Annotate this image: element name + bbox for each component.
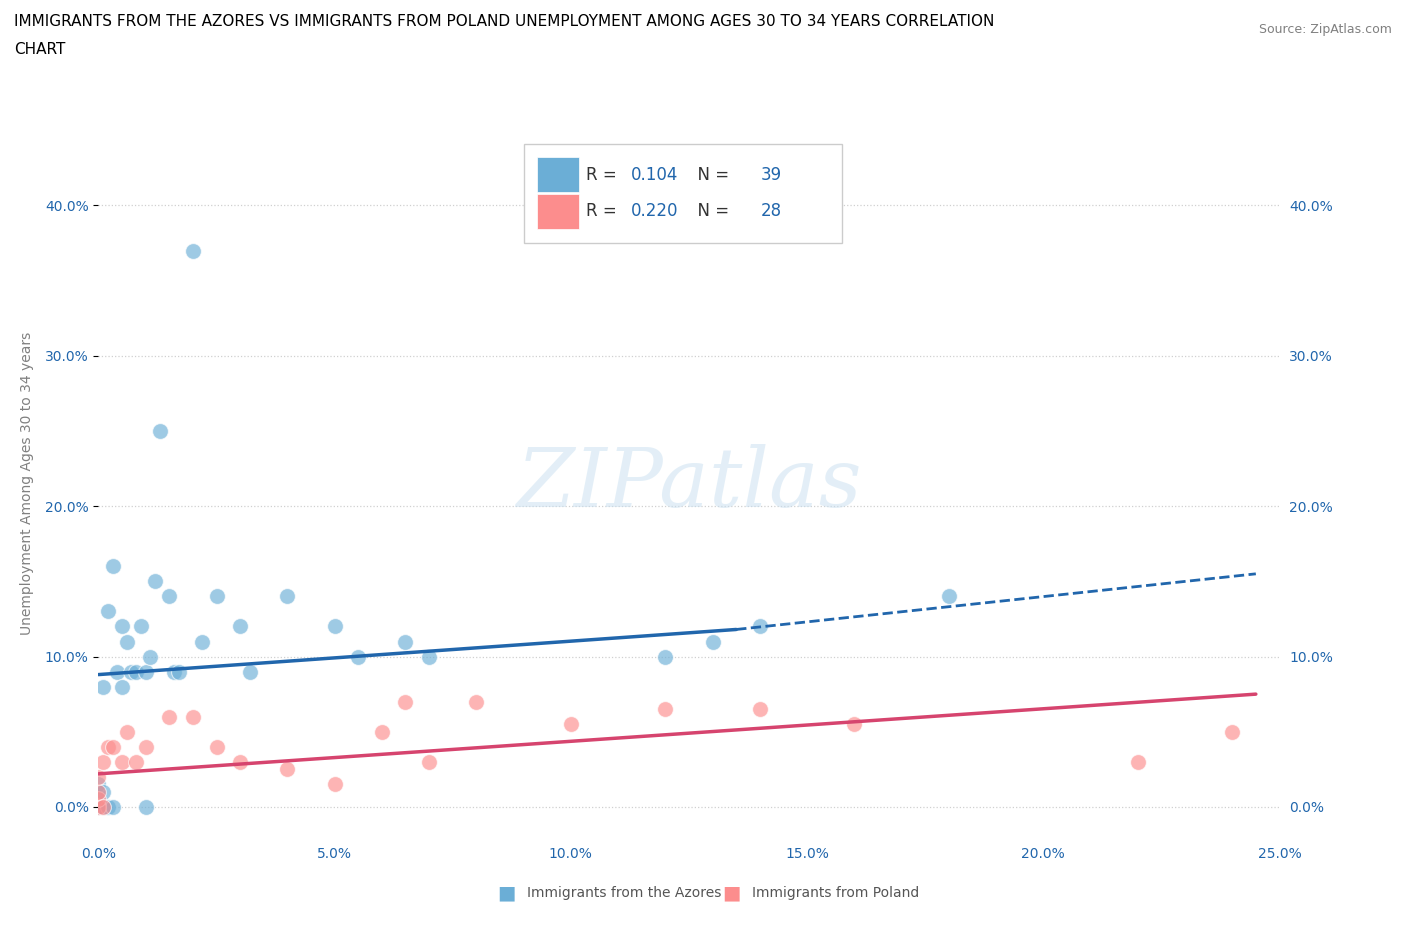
Point	[101, 559, 124, 574]
Point	[465, 694, 488, 709]
Point	[748, 619, 770, 634]
Point	[115, 634, 138, 649]
Point	[135, 800, 157, 815]
Point	[91, 800, 114, 815]
Text: Immigrants from Poland: Immigrants from Poland	[752, 885, 920, 900]
Point	[702, 634, 724, 649]
FancyBboxPatch shape	[523, 144, 842, 244]
FancyBboxPatch shape	[537, 194, 579, 229]
Text: CHART: CHART	[14, 42, 66, 57]
Text: 0.220: 0.220	[631, 203, 679, 220]
Point	[91, 679, 114, 694]
Point	[654, 649, 676, 664]
Point	[87, 792, 110, 807]
Point	[135, 664, 157, 679]
Point	[97, 739, 120, 754]
Point	[97, 800, 120, 815]
FancyBboxPatch shape	[537, 157, 579, 193]
Point	[560, 717, 582, 732]
Point	[163, 664, 186, 679]
Text: 28: 28	[761, 203, 782, 220]
Point	[87, 777, 110, 791]
Point	[371, 724, 394, 739]
Point	[157, 589, 180, 604]
Point	[125, 664, 148, 679]
Point	[276, 762, 298, 777]
Point	[115, 724, 138, 739]
Point	[91, 784, 114, 799]
Text: ■: ■	[496, 884, 516, 902]
Point	[111, 679, 134, 694]
Point	[101, 800, 124, 815]
Point	[229, 754, 252, 769]
Point	[205, 589, 228, 604]
Point	[139, 649, 162, 664]
Point	[191, 634, 214, 649]
Point	[143, 574, 166, 589]
Point	[323, 619, 346, 634]
Point	[276, 589, 298, 604]
Text: N =: N =	[686, 166, 734, 184]
Point	[239, 664, 262, 679]
Point	[121, 664, 143, 679]
Point	[1126, 754, 1149, 769]
Point	[135, 739, 157, 754]
Point	[181, 710, 204, 724]
Point	[418, 649, 440, 664]
Point	[167, 664, 190, 679]
Point	[87, 784, 110, 799]
Point	[323, 777, 346, 791]
Point	[105, 664, 128, 679]
Point	[87, 784, 110, 799]
Text: Immigrants from the Azores: Immigrants from the Azores	[527, 885, 721, 900]
Point	[181, 243, 204, 258]
Point	[111, 619, 134, 634]
Point	[1220, 724, 1243, 739]
Point	[205, 739, 228, 754]
Text: ZIPatlas: ZIPatlas	[516, 444, 862, 524]
Text: R =: R =	[586, 203, 623, 220]
Point	[125, 754, 148, 769]
Point	[654, 702, 676, 717]
Point	[91, 800, 114, 815]
Point	[844, 717, 866, 732]
Point	[149, 423, 172, 438]
Point	[157, 710, 180, 724]
Point	[87, 800, 110, 815]
Point	[87, 769, 110, 784]
Text: ■: ■	[721, 884, 741, 902]
Point	[394, 694, 416, 709]
Text: R =: R =	[586, 166, 623, 184]
Point	[87, 800, 110, 815]
Text: 0.104: 0.104	[631, 166, 679, 184]
Point	[111, 754, 134, 769]
Point	[129, 619, 152, 634]
Text: 39: 39	[761, 166, 782, 184]
Point	[97, 604, 120, 618]
Y-axis label: Unemployment Among Ages 30 to 34 years: Unemployment Among Ages 30 to 34 years	[20, 332, 34, 635]
Point	[229, 619, 252, 634]
Text: Source: ZipAtlas.com: Source: ZipAtlas.com	[1258, 23, 1392, 36]
Point	[938, 589, 960, 604]
Point	[101, 739, 124, 754]
Text: IMMIGRANTS FROM THE AZORES VS IMMIGRANTS FROM POLAND UNEMPLOYMENT AMONG AGES 30 : IMMIGRANTS FROM THE AZORES VS IMMIGRANTS…	[14, 14, 994, 29]
Point	[91, 754, 114, 769]
Text: N =: N =	[686, 203, 734, 220]
Point	[347, 649, 370, 664]
Point	[418, 754, 440, 769]
Point	[394, 634, 416, 649]
Point	[748, 702, 770, 717]
